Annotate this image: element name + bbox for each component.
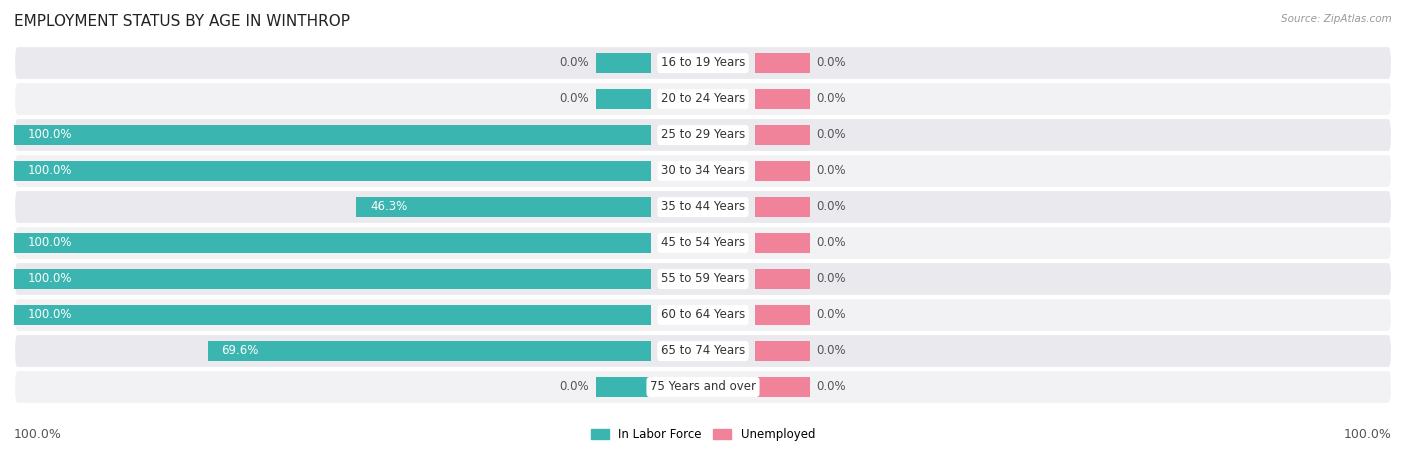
Text: 100.0%: 100.0% (28, 237, 72, 249)
Text: 100.0%: 100.0% (1344, 428, 1392, 441)
FancyBboxPatch shape (14, 82, 1392, 116)
Text: 0.0%: 0.0% (560, 93, 589, 105)
Text: 0.0%: 0.0% (817, 309, 846, 321)
FancyBboxPatch shape (14, 46, 1392, 80)
Text: 69.6%: 69.6% (222, 345, 259, 357)
Text: 100.0%: 100.0% (28, 129, 72, 141)
FancyBboxPatch shape (14, 118, 1392, 152)
Text: 46.3%: 46.3% (370, 201, 408, 213)
FancyBboxPatch shape (14, 190, 1392, 224)
Bar (755, 305, 810, 325)
Text: 35 to 44 Years: 35 to 44 Years (661, 201, 745, 213)
Bar (596, 377, 651, 397)
Text: 0.0%: 0.0% (817, 273, 846, 285)
Bar (755, 53, 810, 73)
Bar (755, 197, 810, 217)
Bar (356, 197, 651, 217)
Bar (755, 341, 810, 361)
Text: 0.0%: 0.0% (817, 201, 846, 213)
Text: 16 to 19 Years: 16 to 19 Years (661, 57, 745, 69)
FancyBboxPatch shape (14, 226, 1392, 260)
FancyBboxPatch shape (14, 262, 1392, 296)
Bar (208, 341, 651, 361)
Bar (14, 125, 651, 145)
Text: 55 to 59 Years: 55 to 59 Years (661, 273, 745, 285)
FancyBboxPatch shape (14, 298, 1392, 332)
Text: 0.0%: 0.0% (560, 381, 589, 393)
Text: 65 to 74 Years: 65 to 74 Years (661, 345, 745, 357)
Bar (596, 89, 651, 109)
Text: 0.0%: 0.0% (817, 237, 846, 249)
Text: 100.0%: 100.0% (14, 428, 62, 441)
Text: 100.0%: 100.0% (28, 309, 72, 321)
Bar (755, 233, 810, 253)
FancyBboxPatch shape (14, 334, 1392, 368)
FancyBboxPatch shape (14, 370, 1392, 404)
Text: 0.0%: 0.0% (817, 345, 846, 357)
Bar (755, 269, 810, 289)
Bar (14, 161, 651, 181)
Bar (755, 89, 810, 109)
Text: 100.0%: 100.0% (28, 165, 72, 177)
Bar (14, 305, 651, 325)
FancyBboxPatch shape (14, 154, 1392, 188)
Text: 0.0%: 0.0% (817, 129, 846, 141)
Bar (14, 233, 651, 253)
Bar (755, 377, 810, 397)
Bar (14, 269, 651, 289)
Text: 100.0%: 100.0% (28, 273, 72, 285)
Text: 0.0%: 0.0% (817, 57, 846, 69)
Text: 0.0%: 0.0% (560, 57, 589, 69)
Bar (596, 53, 651, 73)
Legend: In Labor Force, Unemployed: In Labor Force, Unemployed (586, 423, 820, 446)
Text: EMPLOYMENT STATUS BY AGE IN WINTHROP: EMPLOYMENT STATUS BY AGE IN WINTHROP (14, 14, 350, 28)
Bar (755, 125, 810, 145)
Bar (755, 161, 810, 181)
Text: 20 to 24 Years: 20 to 24 Years (661, 93, 745, 105)
Text: 60 to 64 Years: 60 to 64 Years (661, 309, 745, 321)
Text: 75 Years and over: 75 Years and over (650, 381, 756, 393)
Text: 30 to 34 Years: 30 to 34 Years (661, 165, 745, 177)
Text: 25 to 29 Years: 25 to 29 Years (661, 129, 745, 141)
Text: Source: ZipAtlas.com: Source: ZipAtlas.com (1281, 14, 1392, 23)
Text: 0.0%: 0.0% (817, 93, 846, 105)
Text: 45 to 54 Years: 45 to 54 Years (661, 237, 745, 249)
Text: 0.0%: 0.0% (817, 381, 846, 393)
Text: 0.0%: 0.0% (817, 165, 846, 177)
